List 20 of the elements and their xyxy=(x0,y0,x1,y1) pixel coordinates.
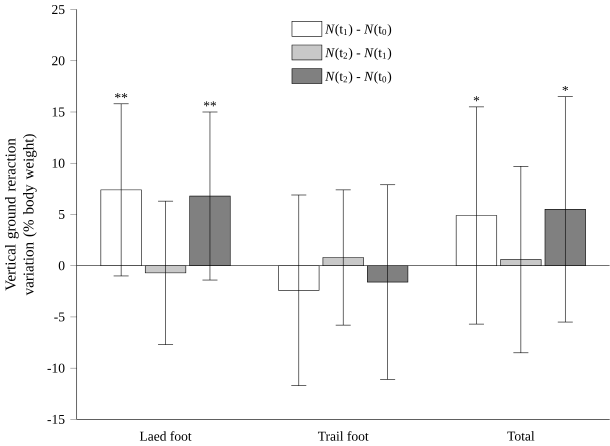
x-tick-label: Trail foot xyxy=(318,431,369,441)
y-tick-label: 10 xyxy=(52,158,64,168)
y-tick-label: -5 xyxy=(54,312,64,322)
legend-label: N(t$_{1}$) - N(t$_{0}$) xyxy=(325,24,392,36)
y-tick-label: 15 xyxy=(52,108,64,117)
annotation: * xyxy=(474,96,480,102)
x-tick-label: Laed foot xyxy=(140,431,192,441)
y-tick-label: 5 xyxy=(59,210,64,220)
legend-label: N(t$_{2}$) - N(t$_{0}$) xyxy=(325,72,392,84)
x-tick-label: Total xyxy=(507,431,534,441)
annotation: ** xyxy=(204,101,216,106)
y-tick-label: -10 xyxy=(47,364,64,373)
y-tick-label: 25 xyxy=(52,5,64,14)
y-tick-label: 0 xyxy=(58,261,64,270)
legend-label: N(t$_{2}$) - N(t$_{1}$) xyxy=(325,48,392,60)
y-tick-label: 20 xyxy=(52,56,64,66)
annotation: ** xyxy=(115,93,128,98)
y-axis-title: Vertical ground reraction variation (% body weight) xyxy=(5,134,37,296)
y-tick-label: -15 xyxy=(47,414,64,424)
annotation: * xyxy=(562,86,568,92)
